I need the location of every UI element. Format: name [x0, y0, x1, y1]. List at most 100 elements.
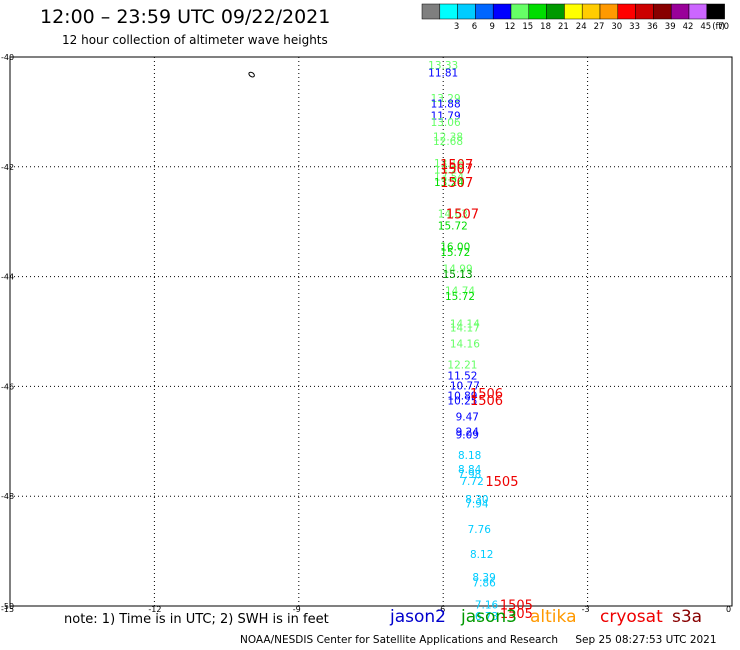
- swh-data-label: 12.21: [447, 359, 477, 371]
- y-tick-label: -46: [1, 382, 14, 391]
- swh-data-label: 11.81: [428, 67, 458, 79]
- swh-data-label: 7.16: [475, 599, 499, 611]
- legend-cryosat: cryosat: [600, 607, 663, 627]
- swh-data-label: 12.38: [433, 132, 463, 144]
- colorbar-swatch: [564, 3, 583, 20]
- cryosat-time-label: 1505: [500, 607, 533, 622]
- colorbar-swatch: [581, 3, 601, 20]
- swh-data-label: 15.72: [445, 291, 475, 303]
- swh-data-label: 13.27: [434, 165, 464, 177]
- colorbar-tick-label: 21: [558, 22, 569, 32]
- y-tick-label: -48: [1, 492, 14, 501]
- swh-data-label: 14.74: [445, 285, 475, 297]
- colorbar-swatch: [492, 3, 512, 20]
- swh-data-label: 14.16: [450, 339, 480, 351]
- swh-data-label: 11.79: [431, 111, 461, 123]
- cryosat-time-label: 1507: [440, 162, 473, 177]
- y-tick-label: -50: [1, 602, 14, 611]
- swh-data-label: 13.54: [434, 172, 464, 184]
- colorbar-unit-label: (ft): [712, 22, 725, 32]
- timestamp-text: Sep 25 08:27:53 UTC 2021: [575, 634, 717, 646]
- swh-data-label: 9.24: [456, 426, 480, 438]
- colorbar-swatch: [670, 3, 690, 20]
- cryosat-time-label: 1506: [470, 387, 503, 402]
- island-marker: [248, 71, 255, 78]
- swh-data-label: 7.72: [460, 476, 483, 488]
- swh-data-label: 7.76: [468, 524, 492, 536]
- colorbar-tick-label: 42: [683, 22, 694, 32]
- chart-title: 12:00 – 23:59 UTC 09/22/2021: [40, 6, 331, 28]
- colorbar-tick-label: 45: [700, 22, 711, 32]
- colorbar-tick-label: 33: [629, 22, 640, 32]
- cryosat-time-label: 1505: [485, 475, 518, 490]
- colorbar-tick-label: 9: [489, 22, 494, 32]
- colorbar-tick-label: 6: [472, 22, 477, 32]
- colorbar-tick-label: 30: [611, 22, 622, 32]
- swh-data-label: 7.98: [458, 469, 481, 481]
- colorbar-tick-label: 3: [454, 22, 459, 32]
- colorbar-swatch: [599, 3, 619, 20]
- colorbar-swatch: [653, 3, 672, 20]
- cryosat-time-label: 1506: [470, 394, 503, 409]
- plot-frame: [9, 56, 733, 607]
- y-tick-label: -44: [1, 273, 14, 282]
- swh-data-label: 8.39: [472, 572, 495, 584]
- swh-data-label: 9.47: [456, 412, 479, 424]
- swh-data-label: 14.99: [443, 263, 473, 275]
- cryosat-time-label: 1505: [500, 598, 533, 613]
- legend-s3a: s3a: [672, 607, 703, 627]
- colorbar-swatch: [635, 3, 654, 20]
- colorbar-tick-label: 70: [718, 22, 729, 32]
- x-tick-label: -15: [1, 605, 14, 614]
- swh-data-label: 14.63: [438, 208, 468, 220]
- swh-data-label: 10.89: [447, 391, 477, 403]
- swh-data-label: 7.94: [465, 498, 489, 510]
- swh-data-label: 8.84: [458, 464, 482, 476]
- swh-data-label: 15.72: [438, 221, 468, 233]
- colorbar-swatch: [510, 3, 530, 20]
- colorbar-tick-label: 39: [665, 22, 676, 32]
- legend-altika: altika: [530, 607, 577, 627]
- colorbar-tick-label: 18: [540, 22, 551, 32]
- swh-data-label: 11.88: [431, 99, 461, 111]
- colorbar-swatch: [688, 3, 708, 20]
- swh-data-label: 14.17: [450, 323, 480, 335]
- colorbar-swatch: [439, 3, 458, 20]
- swh-data-label: 15.13: [443, 269, 473, 281]
- swh-data-label: 10.25: [447, 396, 477, 408]
- swh-data-label: 13.06: [431, 117, 461, 129]
- swh-data-label: 16.00: [440, 241, 470, 253]
- swh-data-label: 11.52: [447, 370, 477, 382]
- swh-data-label: 15.72: [440, 247, 470, 259]
- colorbar-swatch: [528, 3, 547, 20]
- x-tick-label: -6: [437, 605, 445, 614]
- legend-jason3: jason3: [461, 607, 517, 627]
- footnote: note: 1) Time is in UTC; 2) SWH is in fe…: [64, 612, 329, 627]
- swh-data-label: 13.24: [434, 177, 464, 189]
- swh-data-label: 8.30: [465, 494, 488, 506]
- colorbar-swatch: [457, 3, 476, 20]
- cryosat-time-label: 1507: [446, 207, 479, 222]
- swh-data-label: 13.33: [428, 60, 458, 72]
- swh-data-label: 9.09: [456, 430, 479, 442]
- y-tick-label: -42: [1, 163, 14, 172]
- swh-data-label: 6.73: [475, 611, 498, 623]
- swh-data-label: 14.14: [450, 318, 480, 330]
- colorbar-swatch: [706, 3, 725, 20]
- footer-credit: NOAA/NESDIS Center for Satellite Applica…: [240, 634, 717, 646]
- legend-jason2: jason2: [390, 607, 446, 627]
- colorbar-tick-label: 15: [522, 22, 533, 32]
- cryosat-time-label: 1507: [440, 158, 473, 173]
- colorbar-swatch: [475, 3, 494, 20]
- swh-data-label: 13.16: [434, 158, 464, 170]
- chart-subtitle: 12 hour collection of altimeter wave hei…: [62, 33, 328, 47]
- x-tick-label: -3: [582, 605, 590, 614]
- colorbar-tick-label: 12: [505, 22, 516, 32]
- x-tick-label: 0: [726, 605, 731, 614]
- swh-data-label: 8.12: [470, 549, 493, 561]
- colorbar-tick-label: 27: [594, 22, 605, 32]
- colorbar-swatch: [421, 3, 441, 20]
- swh-data-label: 7.86: [472, 577, 496, 589]
- credit-text: NOAA/NESDIS Center for Satellite Applica…: [240, 634, 558, 646]
